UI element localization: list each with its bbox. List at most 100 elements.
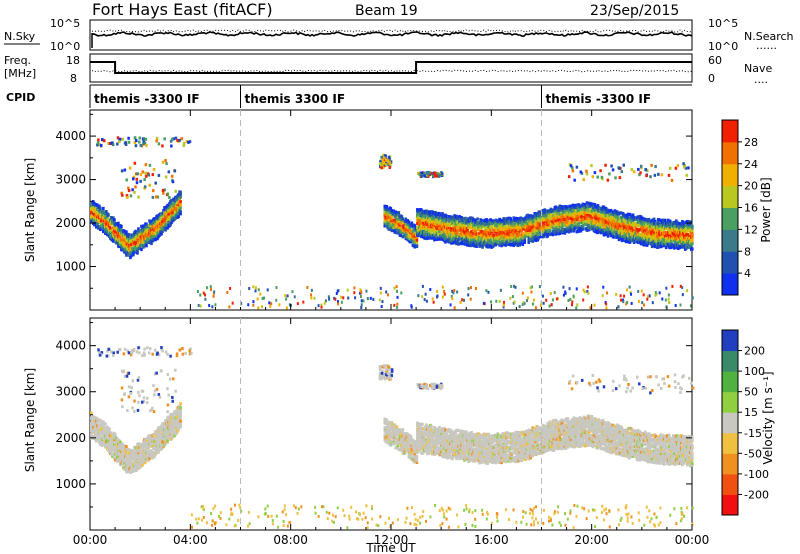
echo-cell: [458, 235, 461, 239]
echo-cell: [468, 219, 471, 224]
echo-cell: [665, 224, 669, 229]
echo-cell: [125, 230, 128, 234]
echo-cell: [123, 168, 127, 172]
echo-cell: [165, 207, 168, 211]
echo-cell: [179, 210, 182, 214]
echo-cell: [409, 240, 413, 244]
echo-cell: [120, 169, 124, 173]
echo-cell: [284, 294, 287, 298]
echo-cell: [423, 174, 426, 178]
echo-cell: [396, 295, 399, 299]
echo-cell: [114, 230, 117, 234]
echo-cell: [167, 170, 171, 174]
echo-cell: [171, 137, 174, 141]
echo-cell: [135, 181, 139, 185]
echo-cell: [113, 431, 116, 436]
echo-cell: [674, 166, 678, 170]
echo-cell: [156, 216, 159, 220]
echo-cell: [457, 237, 460, 242]
echo-cell: [600, 209, 604, 214]
echo-cell: [650, 163, 653, 167]
echo-cell: [686, 289, 689, 293]
echo-cell: [531, 302, 534, 306]
echo-cell: [585, 169, 588, 173]
echo-cell: [467, 287, 470, 291]
echo-cell: [119, 235, 122, 239]
echo-cell: [392, 226, 396, 230]
echo-cell: [546, 225, 550, 229]
echo-cell: [469, 226, 472, 230]
echo-cell: [390, 228, 394, 233]
echo-cell: [178, 138, 181, 142]
colorbar-swatch: [722, 141, 738, 165]
echo-cell: [132, 177, 135, 181]
echo-cell: [129, 194, 133, 198]
echo-cell: [134, 185, 137, 189]
echo-cell: [670, 242, 674, 246]
echo-cell: [117, 221, 120, 225]
echo-cell: [642, 293, 645, 297]
echo-cell: [275, 298, 278, 302]
echo-cell: [502, 305, 505, 309]
echo-cell: [320, 305, 323, 309]
echo-cell: [661, 234, 665, 238]
echo-cell: [435, 220, 438, 224]
echo-cell: [645, 230, 649, 234]
echo-cell: [187, 140, 190, 144]
echo-cell: [247, 303, 250, 307]
noise-right-legend: ......: [756, 39, 777, 52]
echo-cell: [438, 237, 441, 241]
echo-cell: [263, 296, 266, 300]
echo-cell: [660, 173, 664, 177]
colorbar-swatch: [722, 273, 738, 296]
echo-cell: [164, 175, 168, 179]
echo-cell: [107, 444, 110, 449]
echo-cell: [121, 450, 124, 455]
echo-cell: [143, 141, 147, 145]
echo-cell: [161, 160, 165, 164]
echo-cell: [423, 222, 426, 226]
echo-cell: [162, 208, 165, 213]
echo-cell: [538, 285, 541, 289]
echo-cell: [589, 306, 592, 310]
echo-cell: [691, 296, 694, 300]
echo-cell: [97, 211, 100, 215]
colorbar-swatch: [722, 251, 738, 274]
echo-cell: [639, 171, 642, 175]
echo-cell: [390, 209, 394, 213]
echo-cell: [327, 295, 330, 299]
echo-cell: [675, 229, 679, 233]
echo-cell: [430, 171, 434, 175]
echo-cell: [556, 297, 559, 301]
echo-cell: [469, 286, 472, 290]
echo-cell: [441, 295, 444, 299]
echo-cell: [411, 229, 415, 233]
echo-cell: [624, 240, 628, 244]
echo-cell: [647, 230, 651, 234]
echo-cell: [588, 207, 592, 211]
echo-cell: [596, 212, 600, 217]
echo-cell: [576, 303, 579, 307]
echo-cell: [113, 218, 116, 222]
echo-cell: [606, 178, 610, 182]
echo-cell: [638, 218, 642, 222]
echo-cell: [449, 303, 452, 307]
freq-left-tick-top: 18: [66, 54, 80, 67]
echo-cell: [558, 212, 562, 216]
echo-cell: [441, 222, 444, 226]
echo-cell: [606, 291, 609, 295]
echo-cell: [125, 445, 128, 449]
echo-cell: [424, 292, 427, 296]
echo-cell: [130, 235, 133, 239]
echo-cell: [317, 304, 320, 308]
echo-cell: [111, 143, 115, 147]
echo-cell: [542, 220, 546, 225]
echo-cell: [179, 195, 182, 199]
echo-cell: [296, 302, 299, 306]
echo-cell: [509, 238, 512, 242]
echo-cell: [442, 232, 445, 236]
echo-cell: [129, 240, 132, 244]
echo-cell: [690, 237, 694, 241]
echo-cell: [199, 304, 202, 308]
